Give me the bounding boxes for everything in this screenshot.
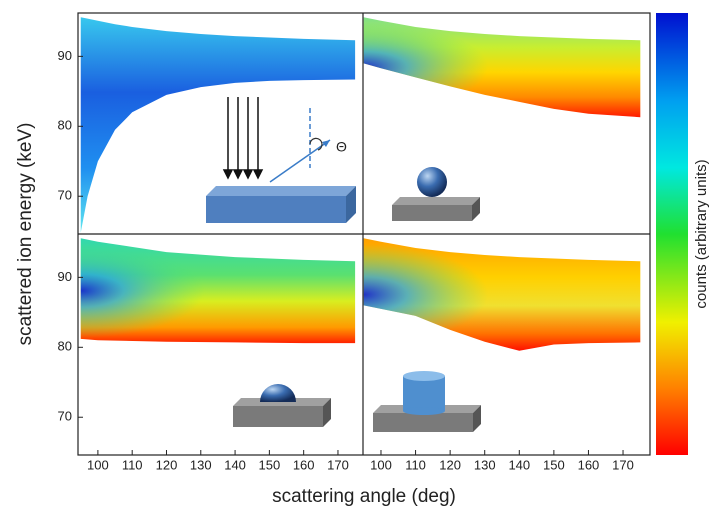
figure: counts (arbitrary units) scattering angl…: [0, 0, 714, 512]
y-tick-label: 80: [58, 118, 72, 133]
x-tick-label: 140: [224, 457, 246, 472]
y-tick-label: 90: [58, 269, 72, 284]
x-tick-label: 120: [439, 457, 461, 472]
intensity-peak: [81, 238, 355, 343]
x-tick-label: 100: [370, 457, 392, 472]
intensity-peak: [364, 238, 641, 351]
plots: [81, 17, 641, 351]
x-tick-label: 160: [293, 457, 315, 472]
x-tick-label: 130: [190, 457, 212, 472]
inset-cylinder: [373, 371, 481, 432]
x-tick-label: 110: [405, 457, 426, 472]
x-tick-label: 140: [508, 457, 530, 472]
y-axis-label: scattered ion energy (keV): [15, 123, 36, 346]
y-tick-label: 80: [58, 339, 72, 354]
x-tick-label: 170: [327, 457, 349, 472]
colorbar: [656, 13, 688, 455]
intensity-peak: [364, 17, 641, 117]
x-tick-label: 170: [612, 457, 634, 472]
inset-sphere: [392, 167, 480, 221]
x-tick-label: 100: [87, 457, 109, 472]
x-tick-label: 150: [259, 457, 281, 472]
colorbar-label: counts (arbitrary units): [693, 159, 710, 308]
annotation: Θ: [336, 139, 347, 155]
x-tick-label: 120: [156, 457, 178, 472]
y-tick-label: 70: [58, 188, 72, 203]
x-tick-label: 130: [474, 457, 496, 472]
inset-flat: [206, 97, 356, 223]
x-axis-label: scattering angle (deg): [272, 486, 456, 507]
x-tick-label: 110: [122, 457, 143, 472]
inset-cap: [233, 384, 331, 427]
x-tick-label: 150: [543, 457, 565, 472]
y-tick-label: 90: [58, 48, 72, 63]
y-tick-label: 70: [58, 409, 72, 424]
x-tick-label: 160: [578, 457, 600, 472]
